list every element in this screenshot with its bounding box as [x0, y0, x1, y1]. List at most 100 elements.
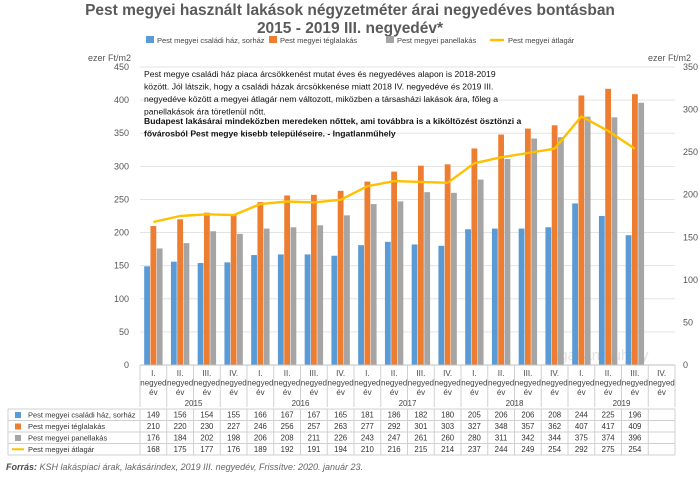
y-left-tick-label: 250 [114, 194, 129, 204]
y-left-tick-label: 350 [114, 128, 129, 138]
y-right-tick-label: 200 [683, 190, 698, 200]
table-value: 208 [281, 434, 294, 443]
table-value: 362 [548, 422, 561, 431]
table-value: 227 [227, 422, 240, 431]
x-tick-label: év [417, 388, 425, 397]
table-row-label: Pest megyei átlagár [28, 445, 95, 454]
x-tick-label: negyed [595, 379, 621, 388]
bar-0 [465, 229, 471, 365]
x-tick-label: év [363, 388, 371, 397]
bar-0 [598, 216, 605, 365]
bar-1 [444, 164, 451, 365]
x-tick-label: IV. [550, 369, 559, 378]
table-value: 243 [361, 434, 374, 443]
table-value: 165 [334, 411, 348, 420]
table-value: 348 [495, 422, 508, 431]
table-row-label: Pest megyei téglalakás [28, 422, 105, 431]
bar-2 [290, 227, 297, 365]
x-tick-label: év [336, 388, 344, 397]
x-tick-label: év [229, 388, 237, 397]
annotation-text-1: Pest megye családi ház piaca árcsökkenés… [144, 69, 498, 117]
table-value: 246 [254, 422, 267, 431]
bar-1 [310, 194, 317, 365]
bar-2 [237, 233, 243, 365]
table-value: 202 [200, 434, 213, 443]
bar-0 [224, 262, 231, 365]
bar-1 [177, 219, 184, 365]
table-value: 342 [521, 434, 534, 443]
table-value: 167 [307, 411, 320, 420]
bar-0 [304, 254, 311, 365]
table-value: 409 [628, 422, 641, 431]
bar-0 [197, 263, 204, 365]
table-value: 277 [361, 422, 374, 431]
table-value: 208 [548, 411, 561, 420]
table-value: 184 [174, 434, 188, 443]
legend-key [386, 36, 394, 43]
table-value: 220 [174, 422, 188, 431]
x-tick-label: I. [472, 369, 476, 378]
table-value: 155 [227, 411, 241, 420]
x-tick-label: negyed [354, 379, 380, 388]
y-left-tick-label: 400 [114, 95, 129, 105]
x-tick-label: negyed [140, 379, 166, 388]
y-right-tick-label: 250 [683, 147, 698, 157]
x-tick-label: negyed [408, 379, 434, 388]
bar-2 [531, 138, 538, 365]
table-value: 254 [628, 445, 642, 454]
table-value: 417 [602, 422, 615, 431]
x-tick-label: negyed [435, 379, 461, 388]
table-value: 375 [575, 434, 589, 443]
x-tick-label: év [577, 388, 585, 397]
x-tick-label: negyed [381, 379, 407, 388]
x-tick-label: negyed [622, 379, 648, 388]
bar-1 [337, 190, 344, 365]
table-value: 374 [602, 434, 616, 443]
table-value: 196 [628, 411, 641, 420]
bar-2 [263, 228, 270, 365]
table-value: 257 [307, 422, 320, 431]
table-value: 237 [468, 445, 481, 454]
bar-2 [156, 248, 163, 365]
line-series-0 [153, 115, 636, 224]
table-value: 215 [414, 445, 428, 454]
table-value: 206 [521, 411, 534, 420]
y-left-axis-label: ezer Ft/m2 [88, 53, 131, 63]
table-value: 149 [147, 411, 160, 420]
table-value: 206 [254, 434, 267, 443]
table-value: 407 [575, 422, 588, 431]
table-value: 189 [254, 445, 267, 454]
table-value: 256 [281, 422, 294, 431]
x-tick-label: II. [284, 369, 291, 378]
table-value: 357 [521, 422, 534, 431]
table-value: 156 [174, 411, 187, 420]
x-tick-label: negyed [221, 379, 247, 388]
x-tick-label: év [283, 388, 291, 397]
table-row-label: Pest megyei családi ház, sorház [28, 411, 136, 420]
bar-1 [471, 148, 478, 365]
bar-1 [417, 165, 424, 365]
annotation-text-2: Budapest lakásárai mindeközben meredeken… [144, 116, 522, 139]
table-value: 396 [628, 434, 641, 443]
bar-0 [277, 254, 284, 365]
bar-2 [317, 225, 324, 365]
table-value: 280 [468, 434, 482, 443]
table-value: 311 [495, 434, 507, 443]
bar-1 [631, 94, 638, 365]
y-left-tick-label: 50 [119, 327, 129, 337]
bar-0 [491, 228, 498, 365]
table-value: 216 [388, 445, 401, 454]
bar-2 [370, 204, 377, 365]
bar-1 [203, 212, 210, 365]
table-value: 186 [388, 411, 401, 420]
title-line-2: 2015 - 2019 III. negyedév* [256, 20, 444, 37]
table-value: 181 [361, 411, 374, 420]
bar-1 [551, 125, 558, 365]
year-label: 2019 [613, 399, 631, 408]
x-tick-label: II. [498, 369, 505, 378]
x-tick-label: év [631, 388, 639, 397]
table-value: 177 [200, 445, 213, 454]
bar-1 [364, 181, 371, 365]
legend-label: Pest megyei panellakás [397, 36, 476, 45]
x-tick-label: negyed [568, 379, 594, 388]
